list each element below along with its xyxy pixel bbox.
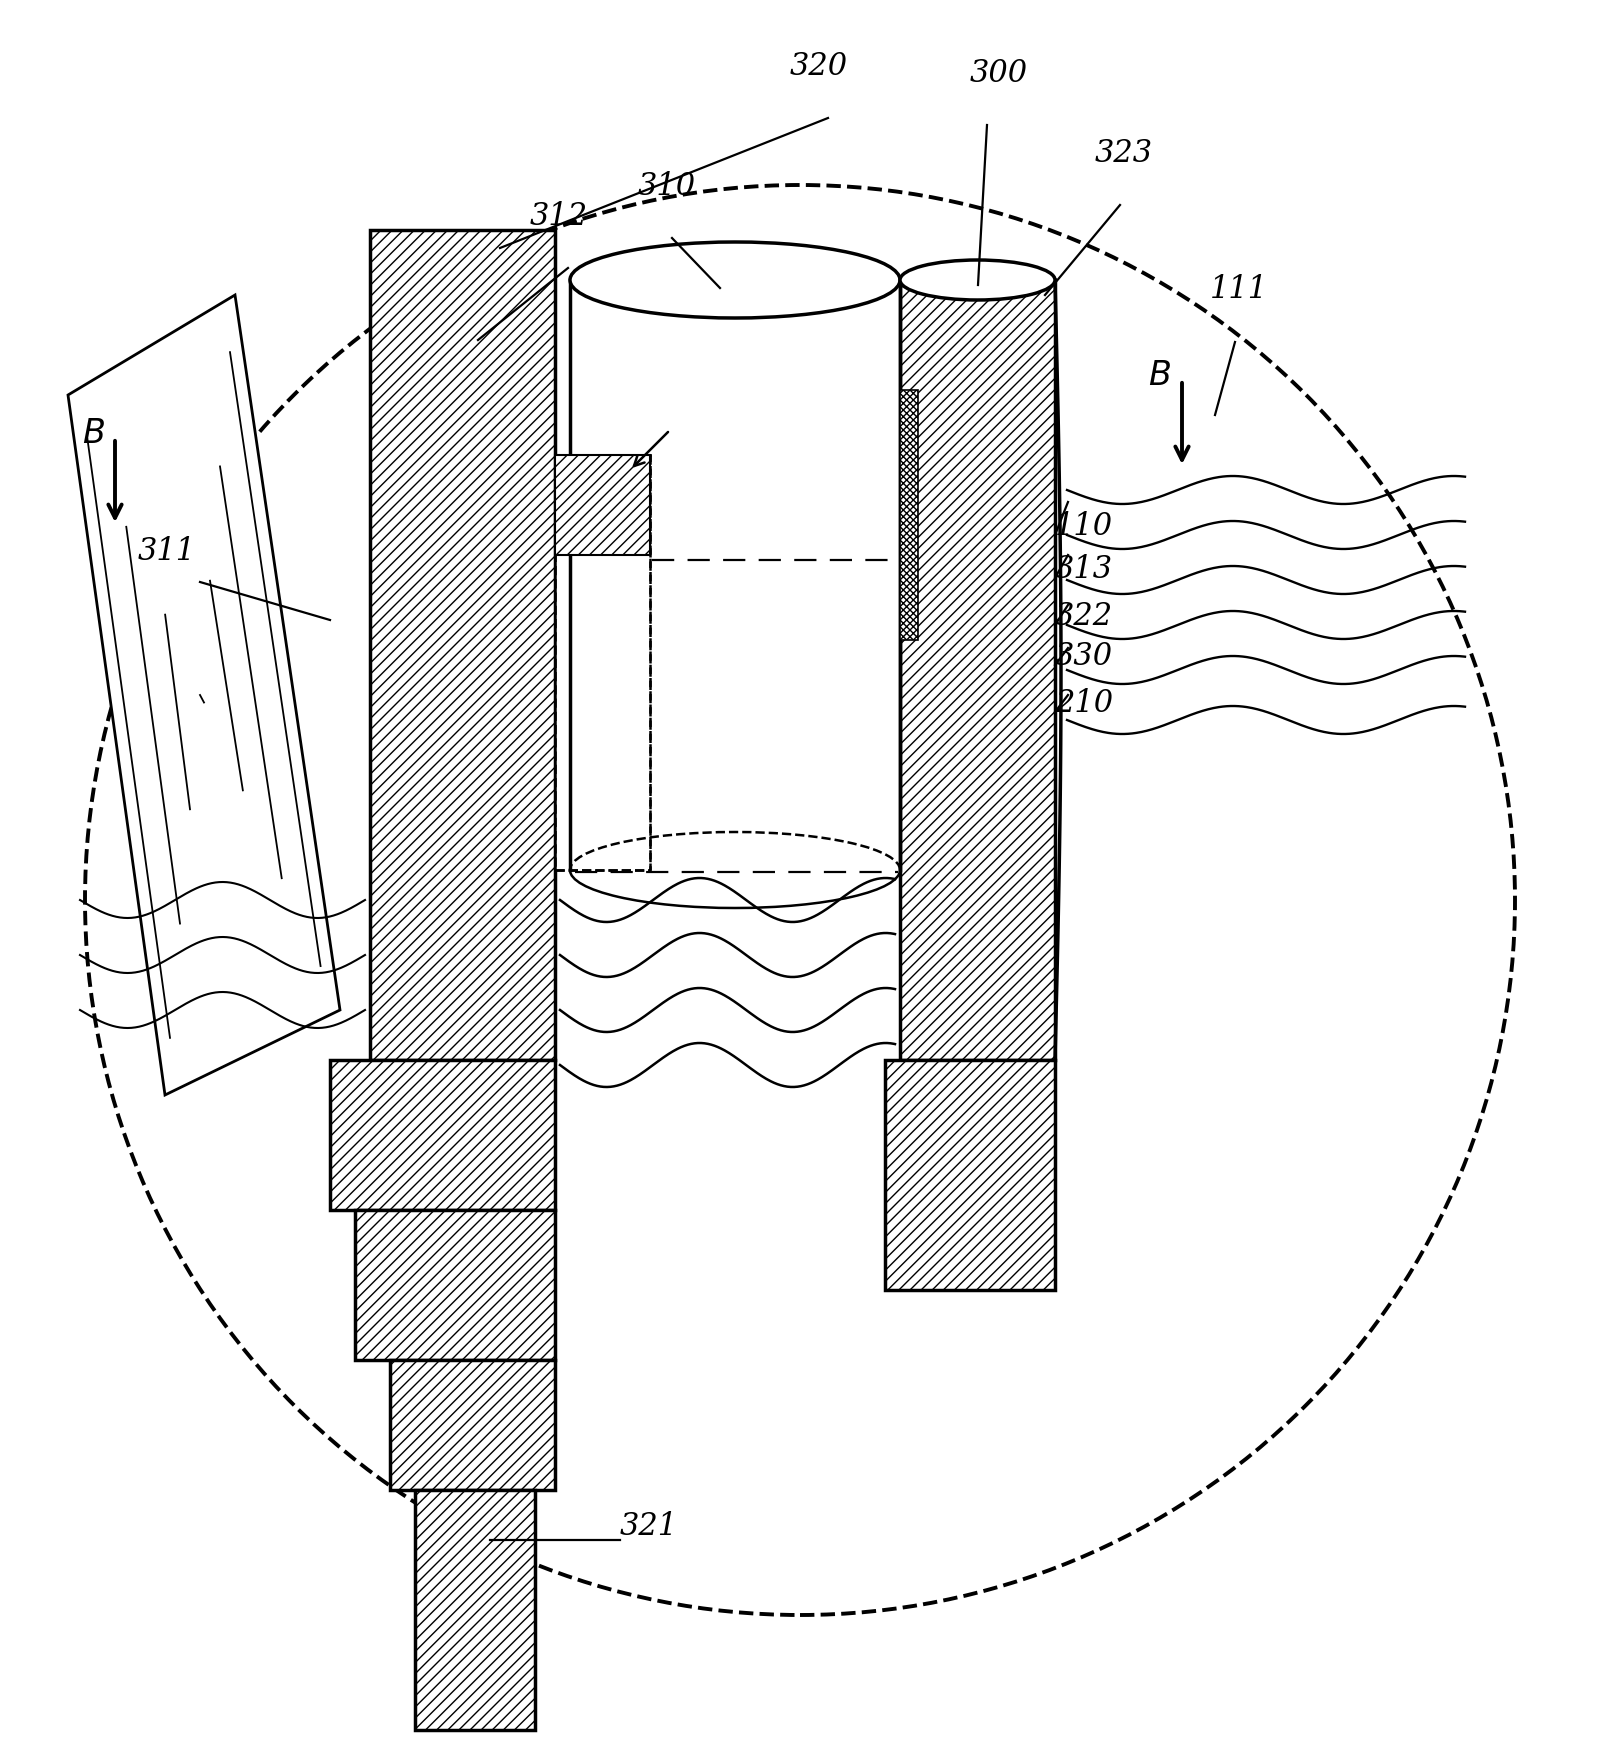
Bar <box>555 456 651 555</box>
Bar <box>555 456 651 871</box>
Ellipse shape <box>900 259 1055 300</box>
Text: 321: 321 <box>620 1510 678 1542</box>
Text: 111: 111 <box>1210 273 1268 305</box>
Bar <box>329 1060 555 1211</box>
Text: 313: 313 <box>1055 554 1113 585</box>
Bar <box>900 391 918 639</box>
Bar <box>369 230 555 1060</box>
Text: $B$: $B$ <box>1148 359 1170 392</box>
Ellipse shape <box>569 242 900 319</box>
Bar <box>900 280 1055 1060</box>
Text: 300: 300 <box>971 58 1028 89</box>
Text: 310: 310 <box>638 172 696 201</box>
Bar <box>884 1060 1055 1289</box>
Text: 322: 322 <box>1055 601 1113 632</box>
Text: 110: 110 <box>1055 512 1113 541</box>
Bar <box>355 1211 555 1360</box>
Text: 312: 312 <box>529 201 588 231</box>
Bar <box>390 1360 555 1489</box>
Text: 323: 323 <box>1095 138 1153 168</box>
Text: 311: 311 <box>138 536 197 568</box>
Polygon shape <box>69 294 341 1095</box>
Bar <box>416 1489 536 1729</box>
Text: 330: 330 <box>1055 641 1113 673</box>
Text: 210: 210 <box>1055 689 1113 718</box>
Text: $B$: $B$ <box>82 419 106 450</box>
Text: 320: 320 <box>790 51 847 82</box>
